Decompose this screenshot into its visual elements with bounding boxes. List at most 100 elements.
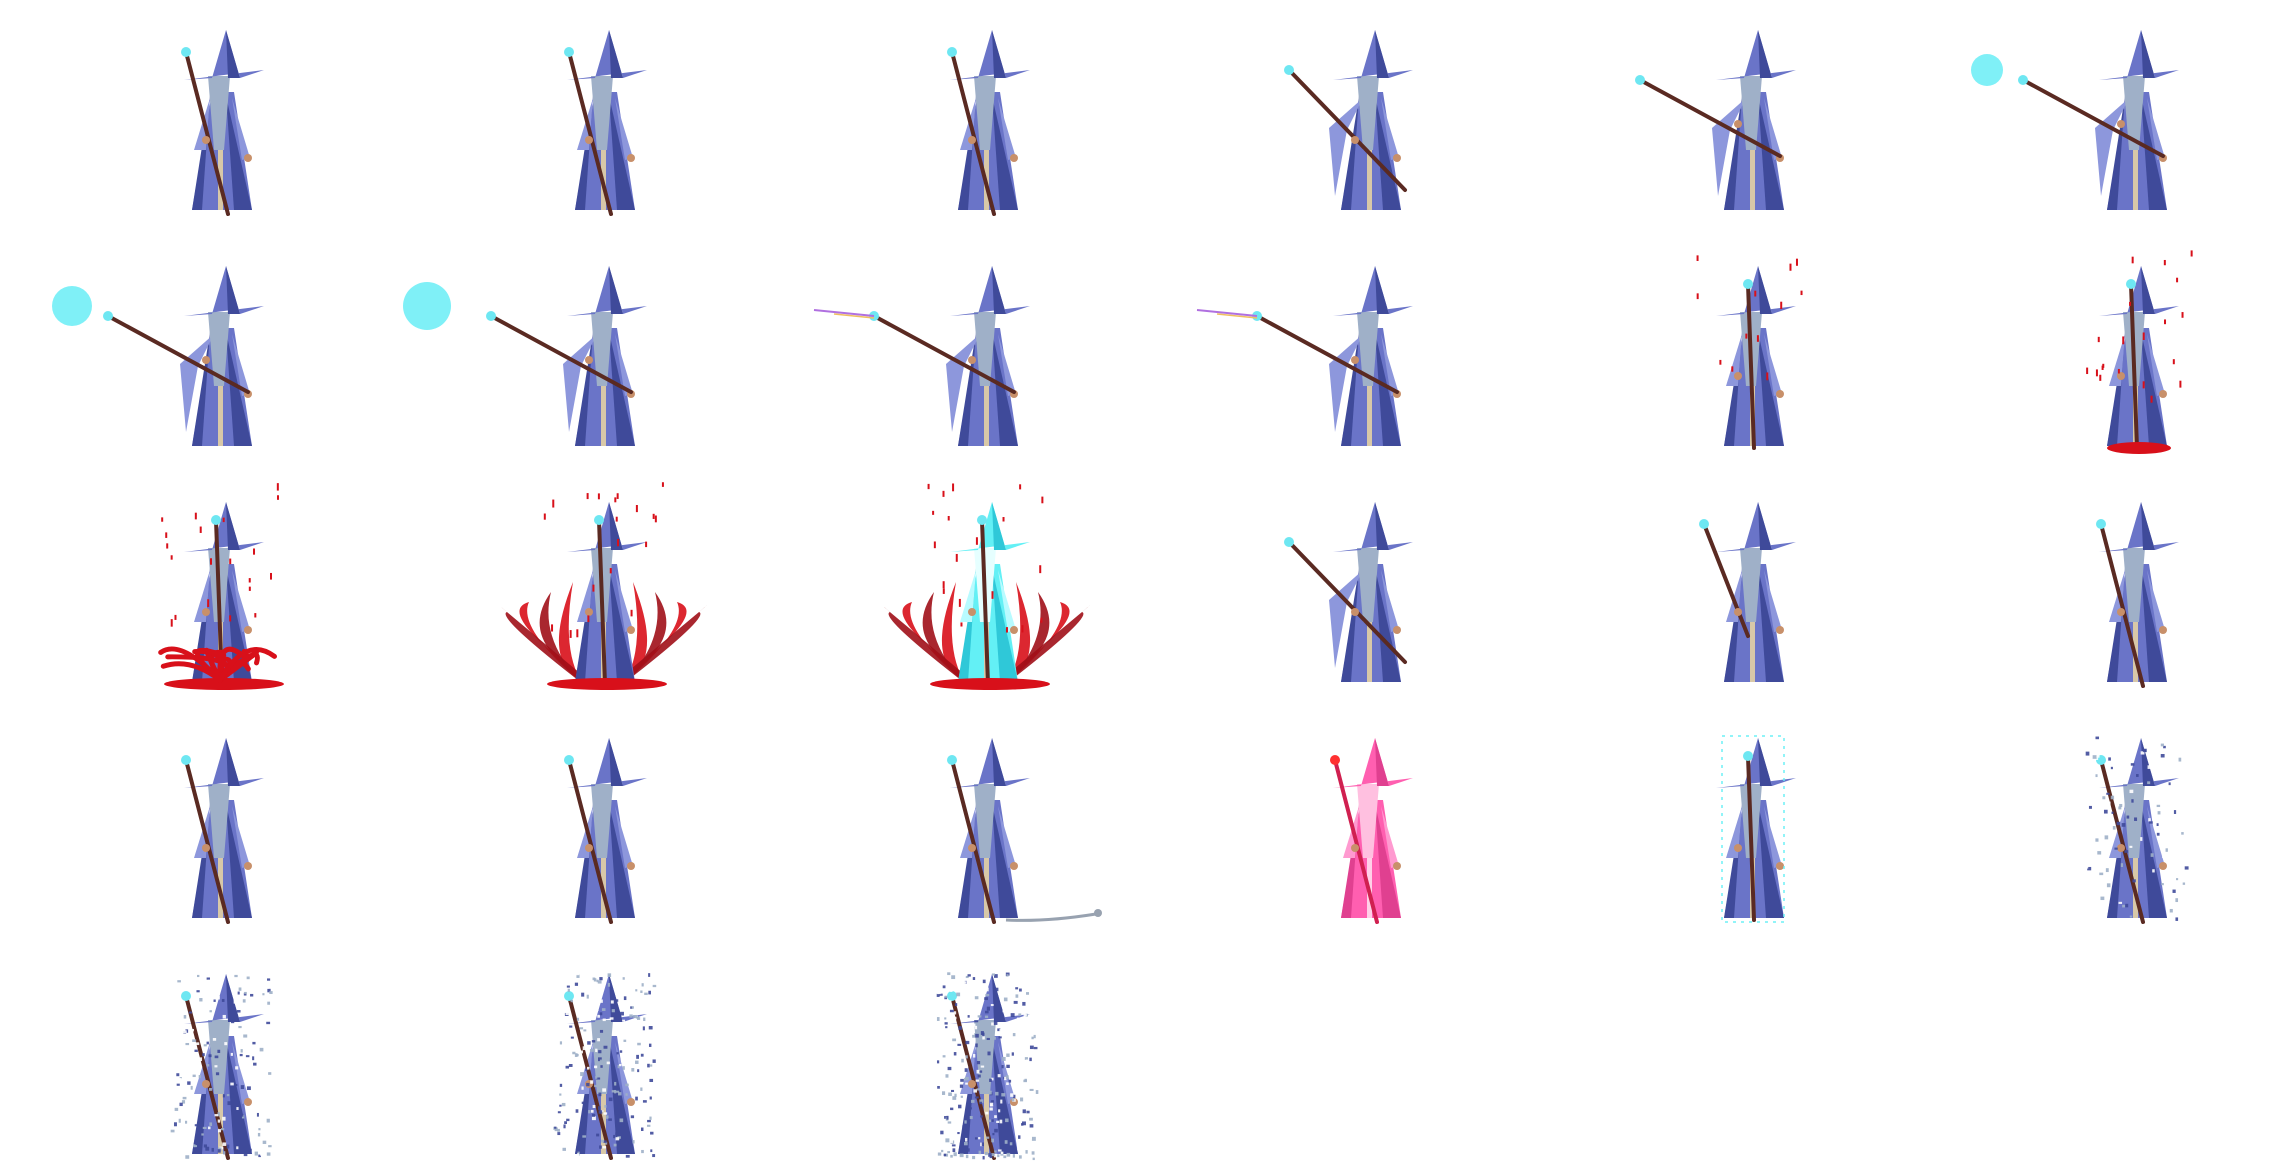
- dissolve-particle: [987, 1051, 991, 1056]
- dissolve-particle: [1032, 1107, 1037, 1112]
- frame-recover-point: [1284, 502, 1413, 682]
- dissolve-particle: [565, 1134, 570, 1139]
- dissolve-particle: [1001, 1065, 1004, 1069]
- dissolve-particle: [2136, 774, 2139, 777]
- dissolve-particle: [2095, 838, 2099, 842]
- dissolve-particle: [557, 1128, 560, 1132]
- dissolve-particle: [1019, 1093, 1024, 1097]
- dissolve-particle: [1024, 1057, 1028, 1060]
- dissolve-particle: [217, 1112, 220, 1117]
- frame-walk-2: [564, 738, 647, 924]
- blood-drop: [1696, 293, 1699, 300]
- dissolve-particle: [2173, 760, 2176, 763]
- dissolve-particle: [2095, 774, 2098, 778]
- dissolve-particle: [600, 1065, 603, 1068]
- dissolve-particle: [2181, 862, 2184, 865]
- dissolve-particle: [2108, 757, 2111, 761]
- dissolve-particle: [617, 1040, 621, 1044]
- dissolve-particle: [1006, 974, 1009, 977]
- dissolve-particle: [176, 989, 181, 994]
- dissolve-particle: [572, 1051, 576, 1055]
- dissolve-particle: [965, 1040, 970, 1045]
- dissolve-particle: [583, 1029, 587, 1032]
- dissolve-particle: [637, 1069, 640, 1073]
- dissolve-particle: [2110, 795, 2115, 800]
- frame-dissolve-mid: [170, 974, 273, 1160]
- dissolve-particle: [254, 1137, 258, 1141]
- dissolve-particle: [557, 1132, 561, 1136]
- dissolve-particle: [245, 1055, 250, 1058]
- dissolve-particle: [571, 1056, 574, 1060]
- dissolve-particle: [615, 1090, 620, 1093]
- wizard: [564, 738, 647, 924]
- dissolve-particle: [597, 1014, 600, 1018]
- dissolve-particle: [601, 1008, 606, 1011]
- dissolve-particle: [235, 978, 238, 982]
- dissolve-particle: [615, 999, 619, 1002]
- staff-gem: [1284, 65, 1294, 75]
- dissolve-particle: [2150, 853, 2154, 857]
- dissolve-particle: [615, 1137, 620, 1141]
- dissolve-particle: [179, 1077, 182, 1081]
- dissolve-particle: [235, 1066, 239, 1070]
- blood-drop: [2097, 336, 2100, 343]
- dissolve-particle: [1000, 1151, 1004, 1155]
- dissolve-particle: [603, 1140, 607, 1143]
- staff: [1333, 758, 1379, 924]
- blood-drop: [254, 613, 257, 618]
- staff-gem: [486, 311, 496, 321]
- dissolve-particle: [2176, 878, 2179, 881]
- dissolve-particle: [576, 1017, 580, 1021]
- robe-stripe: [1367, 582, 1372, 682]
- dissolve-particle: [994, 1115, 997, 1119]
- dissolve-particle: [972, 977, 976, 980]
- dissolve-particle: [972, 1023, 976, 1027]
- blood-drop: [1795, 258, 1798, 266]
- dissolve-particle: [260, 1152, 264, 1156]
- sleeve-right: [232, 98, 250, 160]
- dissolve-particle: [194, 1049, 198, 1052]
- blood-drop: [207, 599, 210, 607]
- dissolve-particle: [2096, 754, 2100, 758]
- dissolve-particle: [959, 1153, 964, 1158]
- dissolve-particle: [240, 1059, 244, 1064]
- dissolve-particle: [2173, 810, 2177, 814]
- frame-orb-forming: [1971, 30, 2179, 210]
- dissolve-particle: [2129, 845, 2133, 848]
- dissolve-particle: [960, 1095, 963, 1098]
- dissolve-particle: [617, 1105, 622, 1109]
- dissolve-particle: [995, 1091, 999, 1096]
- staff-gem: [947, 755, 957, 765]
- hand-right: [627, 154, 635, 162]
- staff: [597, 518, 607, 686]
- sleeve-right: [1764, 98, 1782, 160]
- dissolve-particle: [649, 1060, 653, 1064]
- dissolve-particle: [633, 991, 637, 995]
- dissolve-particle: [214, 1114, 219, 1117]
- dissolve-particle: [945, 1138, 950, 1143]
- robe-stripe: [1367, 346, 1372, 446]
- dissolve-particle: [984, 1015, 989, 1018]
- dissolve-particle: [202, 1126, 207, 1130]
- dissolve-particle: [1015, 987, 1019, 990]
- blood-splash: [160, 661, 223, 683]
- dissolve-particle: [619, 1118, 624, 1123]
- dissolve-particle: [637, 1157, 642, 1162]
- robe-shadow: [1758, 332, 1784, 446]
- dissolve-particle: [966, 1002, 969, 1006]
- hat: [1716, 30, 1796, 80]
- dissolve-particle: [2100, 896, 2105, 901]
- dissolve-particle: [982, 979, 986, 984]
- dissolve-particle: [579, 1129, 583, 1133]
- dissolve-particle: [636, 1054, 639, 1059]
- dissolve-particle: [596, 1133, 600, 1137]
- dissolve-particle: [647, 1063, 650, 1068]
- hat: [950, 738, 1030, 788]
- dissolve-particle: [649, 1078, 654, 1083]
- dissolve-particle: [608, 1097, 613, 1102]
- blood-drop: [161, 517, 164, 522]
- dissolve-particle: [948, 1000, 952, 1003]
- dissolve-particle: [584, 972, 588, 975]
- hat-shadow: [609, 266, 623, 314]
- dissolve-particle: [648, 990, 651, 995]
